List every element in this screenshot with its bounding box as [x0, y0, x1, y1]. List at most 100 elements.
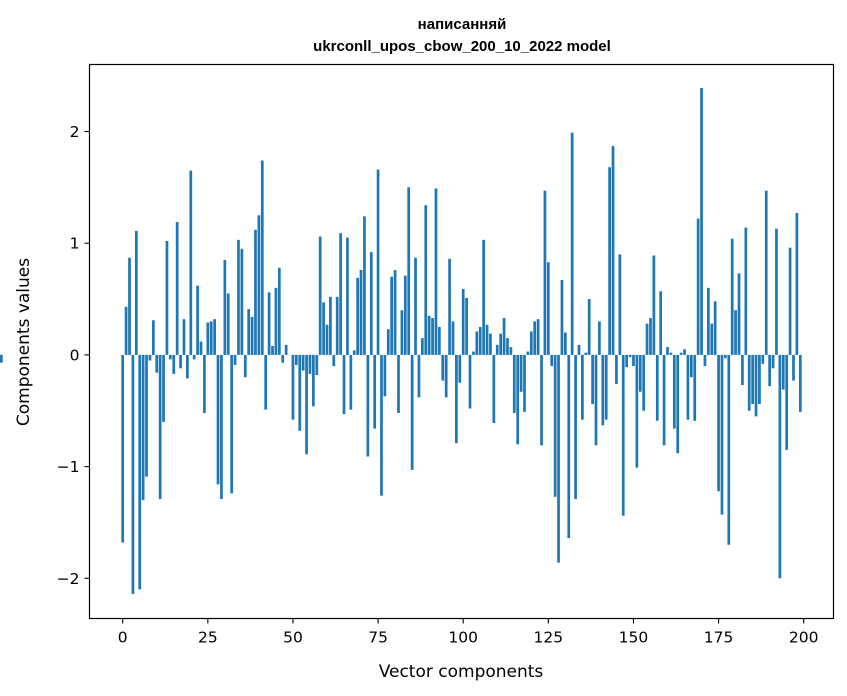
- bar-163: [676, 354, 680, 454]
- bar-73: [369, 252, 373, 355]
- x-tick-label: 25: [198, 629, 218, 647]
- bar-110: [495, 344, 499, 355]
- bar-153: [642, 354, 646, 411]
- bar-118: [523, 354, 526, 412]
- bar-105: [478, 326, 482, 355]
- bar-170: [700, 87, 703, 355]
- bar-17: [179, 354, 182, 369]
- bar-71: [363, 216, 366, 355]
- bar-115: [512, 354, 516, 413]
- bar-87: [417, 354, 421, 398]
- bar-84: [407, 187, 411, 355]
- bar-143: [608, 167, 611, 355]
- bar-23: [199, 341, 203, 355]
- bar-130: [563, 332, 567, 355]
- bar-127: [553, 354, 557, 497]
- bar-4: [134, 230, 138, 355]
- bar-103: [472, 351, 475, 355]
- bar-72: [366, 354, 370, 457]
- bar-97: [451, 321, 455, 355]
- bar-76: [380, 354, 383, 496]
- bar-132: [570, 132, 574, 355]
- bar-11: [158, 354, 162, 499]
- bar-171: [703, 354, 707, 367]
- bar-56: [312, 354, 315, 407]
- bar-181: [737, 273, 741, 355]
- bar-8: [148, 354, 152, 361]
- y-tick-label: 2: [70, 123, 80, 141]
- bar-16: [175, 221, 179, 355]
- bar-178: [727, 354, 731, 545]
- bar-150: [632, 354, 635, 367]
- bar-141: [601, 354, 605, 426]
- bar-46: [277, 267, 281, 355]
- bar-147: [621, 354, 625, 516]
- bar-74: [373, 354, 377, 429]
- bar-188: [761, 354, 765, 364]
- bar-117: [519, 354, 523, 392]
- bar-148: [625, 354, 628, 368]
- bar-161: [669, 352, 673, 355]
- bar-34: [237, 239, 240, 355]
- bar-174: [713, 301, 717, 355]
- bar-82: [400, 310, 404, 355]
- x-tick-label: 50: [283, 629, 303, 647]
- bar-164: [679, 352, 683, 355]
- bar-31: [226, 293, 230, 355]
- bar-190: [768, 354, 772, 387]
- bar-128: [557, 354, 560, 563]
- bar-6: [141, 354, 145, 501]
- bar-91: [431, 318, 434, 355]
- bar-184: [747, 354, 751, 411]
- bar-59: [322, 302, 325, 355]
- bar-80: [393, 270, 397, 355]
- bar-77: [383, 354, 387, 397]
- bar-160: [666, 347, 669, 355]
- bar-198: [795, 213, 799, 355]
- bar-157: [655, 354, 659, 421]
- bar-88: [420, 338, 424, 355]
- bar-114: [509, 347, 513, 355]
- bar-1: [124, 306, 128, 355]
- bar-104: [475, 331, 479, 355]
- bar-47: [281, 354, 285, 363]
- bar-102: [468, 354, 472, 409]
- bar-196: [788, 247, 792, 355]
- bar-40: [257, 215, 261, 355]
- x-tick-label: 150: [619, 629, 649, 647]
- bar-54: [305, 354, 308, 455]
- bar-125: [546, 262, 550, 355]
- bar-165: [683, 349, 686, 355]
- bar-55: [308, 354, 312, 374]
- bar-122: [536, 319, 540, 355]
- bar-155: [649, 318, 652, 355]
- x-tick-label: 0: [118, 629, 128, 647]
- bar-152: [638, 354, 642, 392]
- bar-22: [196, 285, 199, 355]
- bar-197: [792, 354, 795, 381]
- bar-9: [151, 320, 155, 355]
- bar-172: [707, 287, 710, 355]
- bar-30: [223, 259, 227, 355]
- chart-title-line-1: написанняй: [418, 16, 507, 33]
- bar-123: [540, 354, 543, 446]
- bar-96: [448, 258, 451, 355]
- bar-89: [424, 205, 428, 355]
- bar-29: [220, 354, 223, 499]
- bar-67: [349, 354, 353, 410]
- bar-177: [724, 354, 727, 359]
- bar-2: [128, 257, 131, 355]
- bar-36: [243, 354, 247, 378]
- bar-48: [284, 344, 288, 355]
- bar-50: [291, 354, 295, 420]
- bar-52: [298, 354, 302, 431]
- bar-149: [628, 354, 632, 358]
- bar-60: [325, 324, 329, 355]
- bar-92: [434, 188, 438, 355]
- bar-27: [213, 319, 216, 355]
- bar-51: [294, 354, 298, 365]
- bar-95: [444, 354, 448, 398]
- bar-183: [744, 227, 748, 355]
- bar-37: [247, 309, 251, 355]
- bar-108: [489, 333, 492, 355]
